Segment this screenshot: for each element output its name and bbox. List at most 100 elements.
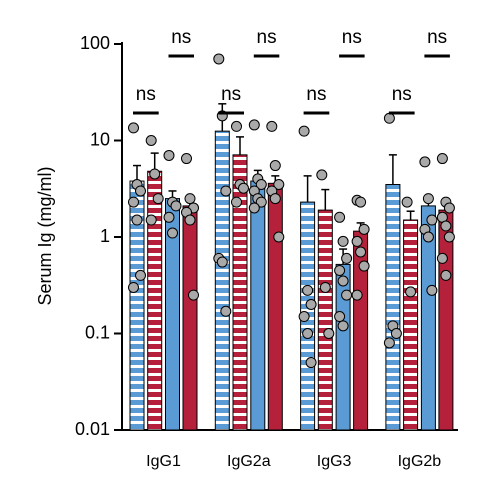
data-point: [220, 305, 232, 317]
data-point: [135, 269, 146, 281]
annotation: ns: [306, 84, 326, 105]
data-point: [426, 284, 438, 296]
data-point: [426, 214, 438, 226]
data-point: [341, 252, 353, 264]
data-point: [302, 328, 314, 339]
data-point: [405, 286, 417, 298]
data-point: [316, 169, 328, 181]
data-point: [184, 193, 196, 205]
data-point: [436, 153, 448, 165]
data-point: [216, 256, 228, 268]
data-point: [128, 122, 139, 134]
y-tick-label: 1: [100, 226, 110, 246]
data-point: [231, 196, 242, 208]
data-point: [351, 289, 363, 301]
data-point: [436, 252, 448, 264]
annotation: ns: [257, 27, 277, 48]
data-point: [443, 202, 455, 214]
data-point: [383, 337, 395, 349]
data-point: [298, 311, 310, 323]
data-point: [298, 125, 310, 137]
data-point: [145, 135, 157, 146]
data-point: [337, 275, 349, 287]
y-tick-label: 10: [90, 129, 110, 149]
data-point: [319, 281, 331, 293]
data-point: [269, 193, 281, 205]
data-point: [337, 320, 349, 332]
data-point: [440, 269, 452, 281]
data-point: [128, 196, 139, 208]
annotation: ns: [342, 27, 362, 48]
bar: [214, 130, 230, 431]
data-point: [163, 211, 175, 223]
data-point: [255, 196, 267, 208]
data-point: [266, 120, 278, 132]
annotation: ns: [427, 27, 447, 48]
bar: [147, 170, 163, 431]
data-point: [184, 214, 196, 226]
bar: [385, 183, 401, 431]
data-point: [390, 328, 402, 339]
y-tick-label: 100: [80, 33, 110, 53]
data-point: [341, 289, 353, 301]
annotation: ns: [171, 27, 191, 48]
bar: [403, 219, 419, 431]
data-point: [167, 227, 178, 239]
data-point: [302, 284, 314, 296]
y-tick-label: 0.1: [85, 322, 110, 342]
bar: [438, 209, 454, 431]
data-point: [163, 149, 175, 161]
data-point: [248, 202, 260, 214]
data-point: [255, 178, 267, 190]
annotation: ns: [136, 84, 156, 105]
data-point: [419, 156, 431, 168]
data-point: [248, 119, 260, 131]
data-point: [231, 120, 242, 132]
annotation: ns: [392, 84, 412, 105]
x-tick-label: IgG3: [317, 453, 352, 470]
data-point: [383, 112, 395, 124]
data-point: [131, 214, 143, 226]
data-point: [305, 298, 317, 310]
bar: [317, 209, 333, 431]
data-point: [334, 311, 346, 323]
data-point: [443, 231, 455, 243]
data-point: [145, 214, 157, 226]
data-point: [358, 260, 370, 272]
data-point: [181, 153, 192, 165]
data-point: [188, 289, 199, 301]
data-point: [220, 185, 232, 197]
data-point: [337, 235, 349, 247]
data-point: [351, 235, 363, 247]
x-tick-label: IgG2a: [227, 453, 271, 470]
bar: [267, 182, 283, 431]
data-point: [334, 264, 346, 276]
bar: [250, 180, 266, 431]
data-point: [152, 193, 164, 205]
data-point: [440, 220, 452, 232]
data-point: [170, 200, 182, 212]
data-point: [213, 53, 225, 65]
y-tick-label: 0.01: [75, 419, 110, 439]
data-point: [135, 185, 146, 197]
data-point: [355, 196, 367, 208]
data-point: [323, 328, 335, 339]
y-axis-label: Serum Ig (mg/ml): [35, 166, 55, 305]
x-tick-label: IgG2b: [398, 453, 442, 470]
data-point: [422, 231, 434, 243]
data-point: [334, 211, 346, 223]
data-point: [305, 357, 317, 369]
data-point: [269, 160, 281, 172]
bar: [182, 205, 198, 431]
data-point: [355, 246, 367, 258]
data-point: [358, 223, 370, 235]
data-point: [149, 168, 161, 180]
annotation: ns: [221, 84, 241, 105]
data-point: [273, 178, 285, 190]
bar: [335, 263, 351, 431]
data-point: [238, 182, 249, 194]
data-point: [401, 196, 413, 208]
data-point: [128, 281, 139, 293]
data-point: [273, 231, 285, 243]
